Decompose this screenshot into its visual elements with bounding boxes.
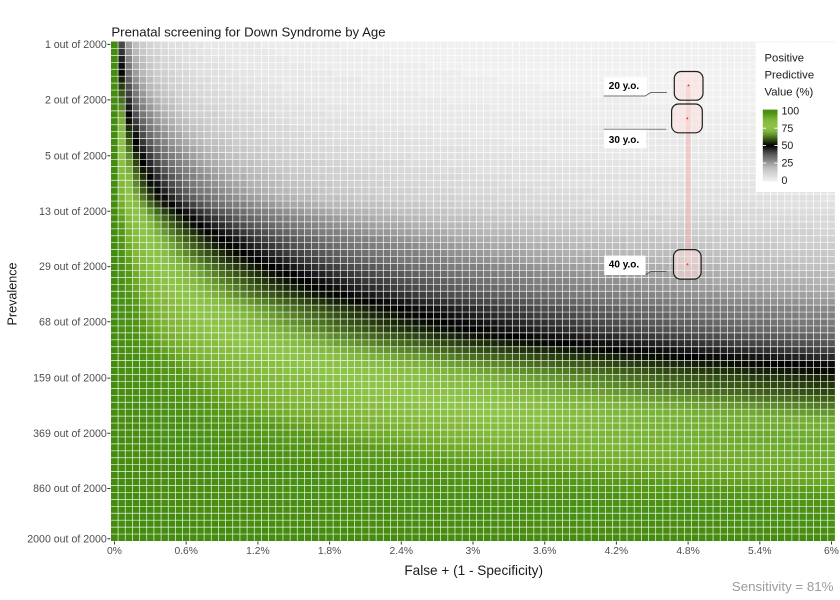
svg-text:75: 75 <box>782 123 794 135</box>
svg-text:Predictive: Predictive <box>765 70 815 82</box>
svg-text:100: 100 <box>782 105 800 117</box>
svg-text:6%: 6% <box>824 546 839 557</box>
svg-text:4.2%: 4.2% <box>605 546 628 557</box>
svg-text:0%: 0% <box>107 546 122 557</box>
svg-text:2.4%: 2.4% <box>390 546 413 557</box>
svg-text:1 out of 2000: 1 out of 2000 <box>45 39 107 51</box>
svg-text:Positive: Positive <box>765 53 805 65</box>
svg-text:13 out of 2000: 13 out of 2000 <box>39 206 107 218</box>
svg-text:2000 out of 2000: 2000 out of 2000 <box>27 533 107 545</box>
svg-text:159 out of 2000: 159 out of 2000 <box>33 373 107 385</box>
svg-text:25: 25 <box>782 158 794 170</box>
svg-text:Value (%): Value (%) <box>765 87 814 99</box>
svg-text:30 y.o.: 30 y.o. <box>609 135 640 146</box>
svg-text:29 out of 2000: 29 out of 2000 <box>39 261 107 273</box>
svg-text:369 out of 2000: 369 out of 2000 <box>33 428 107 440</box>
svg-text:2 out of 2000: 2 out of 2000 <box>45 95 107 107</box>
svg-text:40 y.o.: 40 y.o. <box>609 260 640 271</box>
svg-text:20 y.o.: 20 y.o. <box>609 81 640 92</box>
svg-text:4.8%: 4.8% <box>676 546 699 557</box>
svg-text:Prevalence: Prevalence <box>6 262 20 325</box>
svg-text:3.6%: 3.6% <box>533 546 556 557</box>
svg-text:0.6%: 0.6% <box>174 546 197 557</box>
svg-text:1.2%: 1.2% <box>246 546 269 557</box>
svg-text:1.8%: 1.8% <box>318 546 341 557</box>
svg-text:3%: 3% <box>466 546 481 557</box>
svg-text:Prenatal screening for Down Sy: Prenatal screening for Down Syndrome by … <box>111 25 385 40</box>
svg-text:860 out of 2000: 860 out of 2000 <box>33 483 107 495</box>
svg-text:50: 50 <box>782 140 794 152</box>
svg-text:5 out of 2000: 5 out of 2000 <box>45 150 107 162</box>
svg-text:0: 0 <box>782 175 788 187</box>
svg-text:5.4%: 5.4% <box>748 546 771 557</box>
svg-text:Sensitivity = 81%: Sensitivity = 81% <box>732 579 834 594</box>
svg-text:68 out of 2000: 68 out of 2000 <box>39 316 107 328</box>
svg-text:False + (1 - Specificity): False + (1 - Specificity) <box>404 563 543 578</box>
